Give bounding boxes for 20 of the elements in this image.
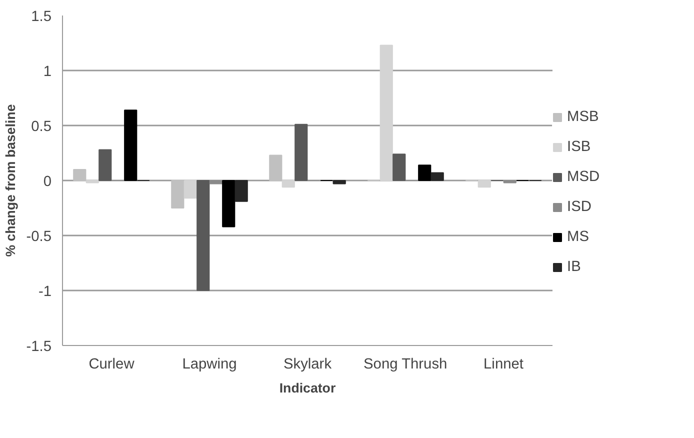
x-tick-label: Lapwing [182,356,237,372]
y-tick-label: 0.5 [31,119,52,135]
legend-label: ISD [567,199,592,215]
y-tick-label: 1.5 [31,9,52,25]
y-tick-label: -1 [38,284,52,300]
y-tick-label: 1 [43,64,52,80]
x-tick-label: Song Thrush [364,356,448,372]
x-axis-title: Indicator [279,380,336,396]
legend-label: MS [567,229,589,245]
x-tick-label: Linnet [484,356,524,372]
y-axis-title: % change from baseline [3,104,18,257]
legend-label: ISB [567,139,591,155]
y-tick-label: -1.5 [26,339,52,355]
x-tick-label: Skylark [283,356,332,372]
legend-label: MSD [567,169,600,185]
legend-label: IB [567,259,582,275]
legend-label: MSB [567,109,599,125]
y-tick-label: 0 [43,174,52,190]
y-tick-label: -0.5 [26,229,52,245]
x-tick-label: Curlew [88,356,135,372]
